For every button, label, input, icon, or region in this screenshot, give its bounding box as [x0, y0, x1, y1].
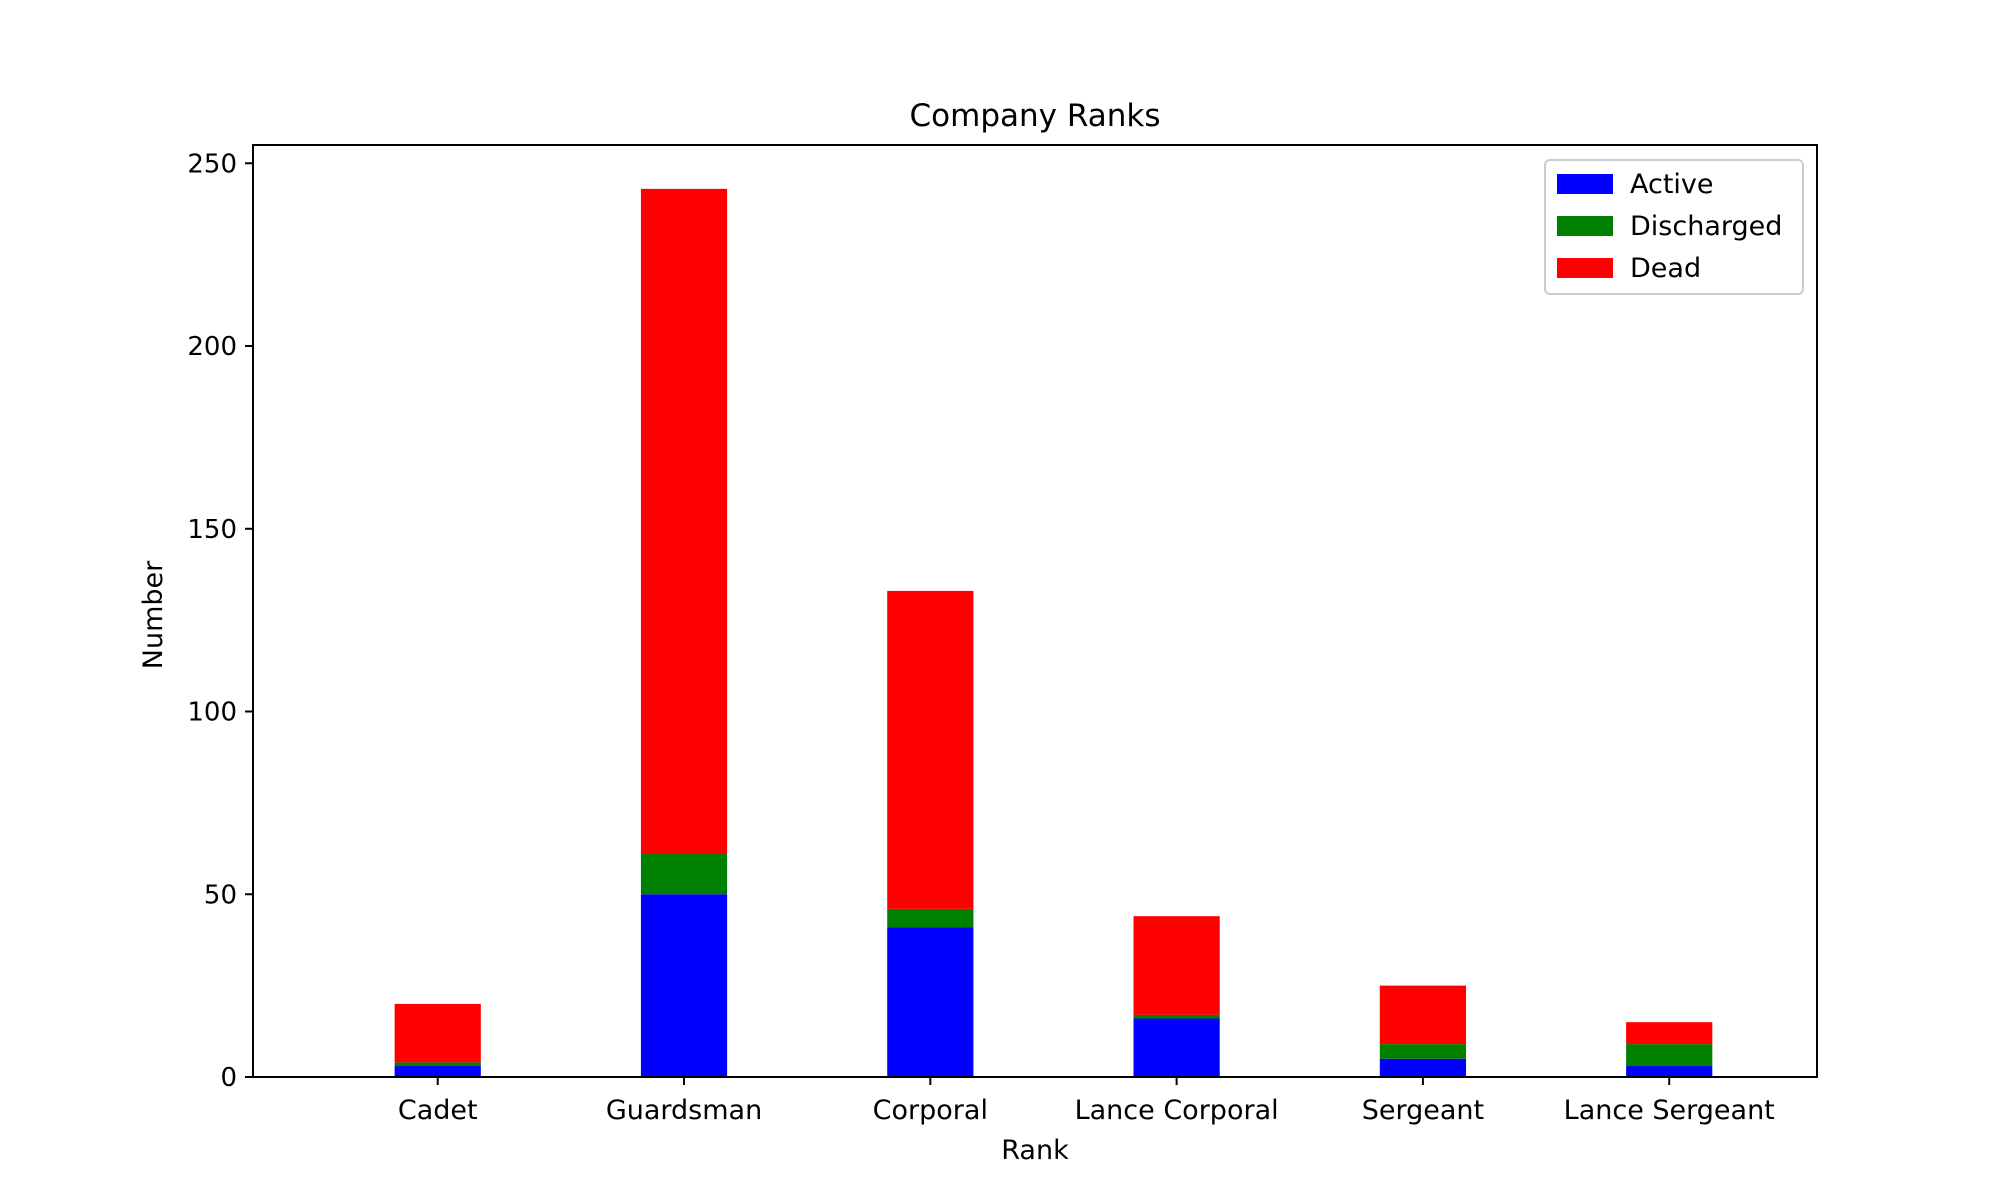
y-tick-label: 50	[204, 880, 237, 910]
legend-label-active: Active	[1630, 169, 1714, 200]
x-tick-label: Lance Sergeant	[1564, 1095, 1775, 1126]
bar-discharged-guardsman	[640, 854, 728, 895]
bar-dead-sergeant	[1379, 985, 1467, 1045]
legend-swatch-dead	[1557, 258, 1613, 278]
y-tick-label: 0	[220, 1063, 237, 1093]
bar-dead-guardsman	[640, 188, 728, 855]
x-tick-label: Corporal	[873, 1095, 988, 1126]
bar-discharged-sergeant	[1379, 1044, 1467, 1059]
bar-active-cadet	[394, 1066, 481, 1077]
bar-discharged-lance-sergeant	[1626, 1044, 1713, 1067]
bar-active-guardsman	[640, 894, 728, 1077]
bar-active-lance-sergeant	[1626, 1066, 1713, 1077]
legend-label-discharged: Discharged	[1630, 211, 1782, 242]
legend-swatch-active	[1557, 174, 1613, 194]
y-tick-label: 200	[187, 332, 237, 362]
bar-active-lance-corporal	[1133, 1018, 1220, 1077]
legend: Active Discharged Dead	[1544, 159, 1804, 295]
y-axis-label: Number	[138, 560, 169, 669]
chart-title: Company Ranks	[910, 98, 1161, 134]
y-tick-label: 250	[187, 149, 237, 179]
x-axis-label: Rank	[1001, 1135, 1069, 1166]
bar-dead-corporal	[887, 590, 974, 909]
bar-discharged-lance-corporal	[1133, 1014, 1220, 1019]
bar-active-sergeant	[1379, 1058, 1467, 1077]
x-tick-label: Sergeant	[1362, 1095, 1484, 1126]
bar-discharged-corporal	[887, 908, 974, 928]
legend-swatch-discharged	[1557, 216, 1613, 236]
x-tick-label: Cadet	[398, 1095, 478, 1126]
y-tick-label: 150	[187, 515, 237, 545]
y-tick-label: 100	[187, 698, 237, 728]
x-tick-label: Lance Corporal	[1075, 1095, 1279, 1126]
bar-dead-cadet	[394, 1003, 481, 1063]
bar-active-corporal	[887, 927, 974, 1077]
bar-dead-lance-sergeant	[1626, 1022, 1713, 1045]
legend-label-dead: Dead	[1630, 253, 1701, 284]
plot-frame	[252, 144, 1818, 1078]
bar-dead-lance-corporal	[1133, 916, 1220, 1015]
plot-area: 0 50 100 150 200 250 Cadet Guardsman Corporal Lan…	[187, 144, 1818, 1126]
x-tick-label: Guardsman	[606, 1095, 762, 1126]
bar-discharged-cadet	[394, 1062, 481, 1067]
